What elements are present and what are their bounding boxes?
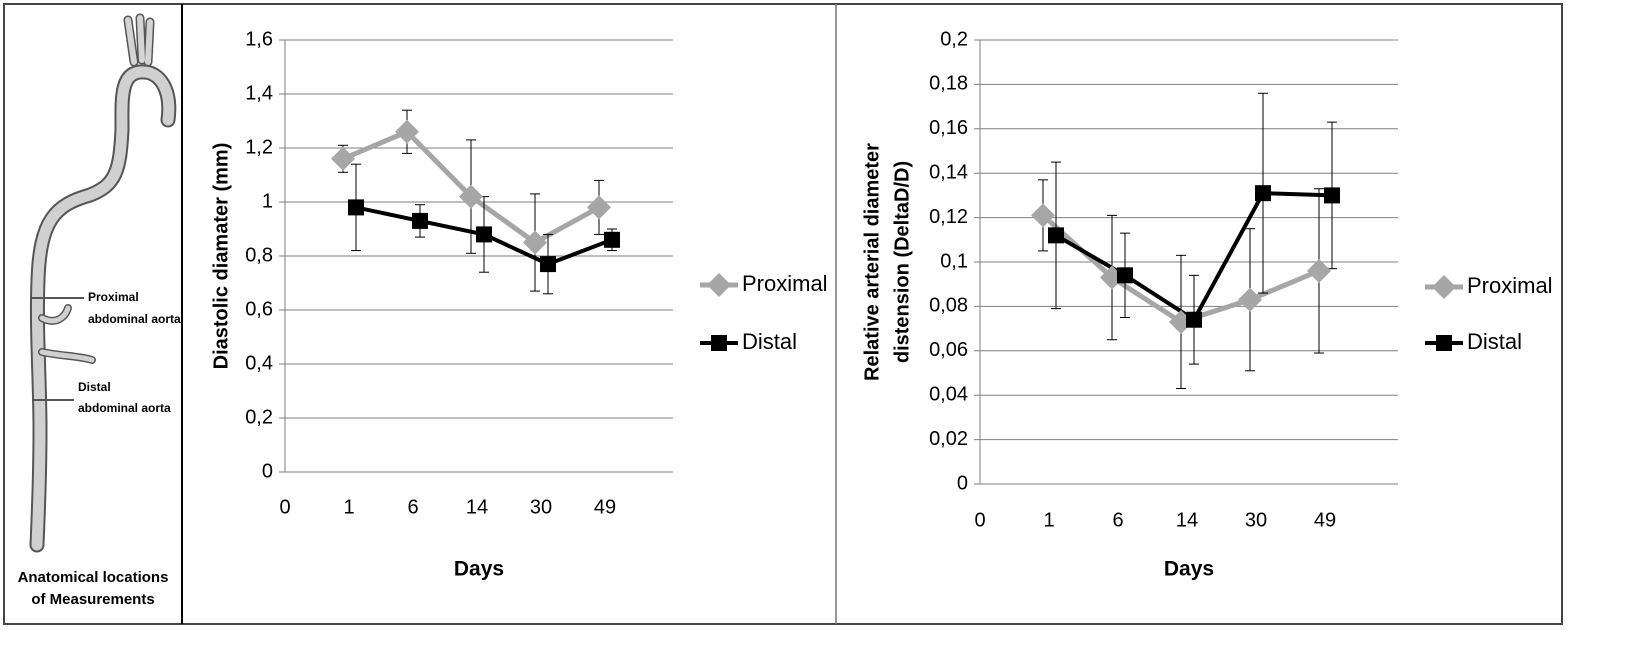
y-tick-label: 0,14 <box>929 161 968 183</box>
x-tick-label: 6 <box>407 496 418 518</box>
marker <box>459 184 483 209</box>
x-tick-label: 6 <box>1112 509 1123 531</box>
y-tick-label: 0,4 <box>245 352 273 374</box>
y-tick-label: 0,18 <box>929 73 968 95</box>
y-tick-label: 0,1 <box>940 250 968 272</box>
y-tick-label: 0 <box>262 460 273 482</box>
y-tick-label: 0 <box>957 472 968 494</box>
y-tick-label: 1,4 <box>245 82 273 104</box>
legend-label: Proximal <box>742 271 828 296</box>
anatomy-caption: Anatomical locations <box>18 569 169 586</box>
x-tick-label: 1 <box>343 496 354 518</box>
legend-label: Proximal <box>1467 273 1553 298</box>
x-tick-label: 1 <box>1043 509 1054 531</box>
legend-label: Distal <box>742 329 797 354</box>
y-axis-title: distension (DeltaD/D) <box>891 161 913 363</box>
y-tick-label: 0,16 <box>929 117 968 139</box>
anatomy-label: abdominal aorta <box>78 401 171 415</box>
marker <box>1324 187 1340 204</box>
marker <box>1117 267 1133 284</box>
legend-marker <box>1432 275 1456 299</box>
x-tick-label: 14 <box>466 496 488 518</box>
x-tick-label: 0 <box>279 496 290 518</box>
marker <box>587 195 611 220</box>
y-tick-label: 1,6 <box>245 28 273 50</box>
marker <box>1238 287 1262 312</box>
anatomy-label: Proximal <box>88 290 139 304</box>
x-tick-label: 30 <box>1245 509 1267 531</box>
y-tick-label: 1 <box>262 190 273 212</box>
y-tick-label: 0,02 <box>929 428 968 450</box>
anatomy-caption: of Measurements <box>31 591 154 608</box>
y-tick-label: 0,08 <box>929 295 968 317</box>
y-tick-label: 0,2 <box>245 406 273 428</box>
marker <box>395 119 419 144</box>
marker <box>1255 185 1271 202</box>
marker <box>1186 311 1202 328</box>
x-tick-label: 30 <box>530 496 552 518</box>
y-tick-label: 0,04 <box>929 383 968 405</box>
y-tick-label: 0,8 <box>245 244 273 266</box>
anatomy-label: abdominal aorta <box>88 312 181 326</box>
x-tick-label: 0 <box>974 509 985 531</box>
x-axis-title: Days <box>454 558 504 581</box>
marker <box>1031 203 1055 228</box>
marker <box>348 199 364 216</box>
y-axis-title: Relative arterial diameter <box>861 143 883 381</box>
legend-marker <box>707 273 731 297</box>
marker <box>476 226 492 243</box>
marker <box>1048 227 1064 244</box>
x-tick-label: 49 <box>1314 509 1336 531</box>
legend-marker <box>711 335 727 351</box>
y-tick-label: 0,12 <box>929 206 968 228</box>
legend-marker <box>1436 335 1452 351</box>
y-tick-label: 1,2 <box>245 136 273 158</box>
marker <box>412 212 428 229</box>
y-tick-label: 0,6 <box>245 298 273 320</box>
marker <box>331 146 355 171</box>
aorta-illustration <box>29 13 177 553</box>
marker <box>540 256 556 273</box>
outer-frame <box>3 3 1563 625</box>
y-axis-title: Diastolic diamater (mm) <box>210 143 232 370</box>
anatomy-label: Distal <box>78 380 111 394</box>
marker <box>604 231 620 248</box>
marker <box>1307 258 1331 283</box>
legend-label: Distal <box>1467 329 1522 354</box>
y-tick-label: 0,06 <box>929 339 968 361</box>
marker <box>523 230 547 255</box>
x-tick-label: 49 <box>594 496 616 518</box>
y-tick-label: 0,2 <box>940 28 968 50</box>
x-axis-title: Days <box>1164 558 1214 581</box>
x-tick-label: 14 <box>1176 509 1198 531</box>
